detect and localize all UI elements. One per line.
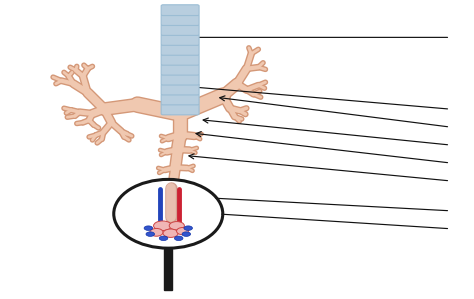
Ellipse shape (174, 236, 183, 240)
FancyBboxPatch shape (161, 94, 199, 105)
Ellipse shape (144, 226, 153, 230)
Polygon shape (164, 249, 172, 290)
FancyBboxPatch shape (161, 25, 199, 35)
Ellipse shape (176, 228, 189, 235)
Ellipse shape (163, 229, 178, 237)
Polygon shape (170, 6, 191, 114)
FancyBboxPatch shape (161, 35, 199, 45)
Ellipse shape (154, 221, 172, 231)
FancyBboxPatch shape (161, 45, 199, 55)
FancyBboxPatch shape (161, 104, 199, 115)
FancyBboxPatch shape (161, 54, 199, 65)
Circle shape (115, 180, 221, 247)
FancyBboxPatch shape (161, 74, 199, 85)
Ellipse shape (182, 232, 191, 236)
Ellipse shape (169, 222, 184, 230)
FancyBboxPatch shape (161, 64, 199, 75)
Ellipse shape (184, 226, 192, 230)
Ellipse shape (159, 236, 168, 240)
Ellipse shape (146, 232, 155, 236)
Ellipse shape (150, 228, 163, 236)
FancyBboxPatch shape (161, 5, 199, 16)
FancyBboxPatch shape (161, 84, 199, 95)
FancyBboxPatch shape (161, 15, 199, 25)
